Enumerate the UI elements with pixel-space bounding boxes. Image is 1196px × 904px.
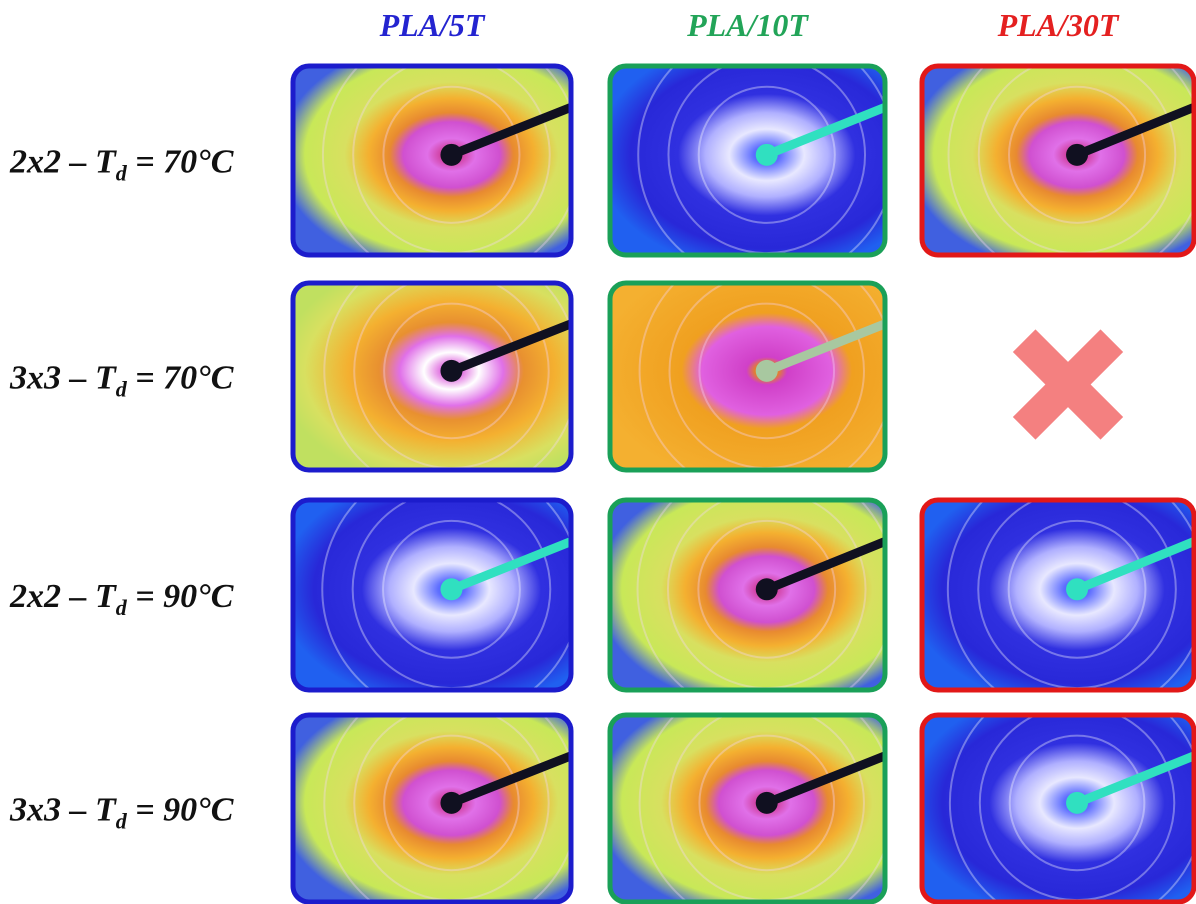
beamstop-center [756,578,778,600]
beamstop-center [440,144,462,166]
row-label: 2x2 – Td = 70°C [9,144,234,186]
label-main: 2x2 – T [9,578,117,615]
label-tail: = 90°C [127,792,234,829]
row-label: 3x3 – Td = 70°C [9,360,234,402]
body: {"columns": ["PLA/5T", "PLA/10T", "PLA/3… [0,0,1196,904]
row-label: 2x2 – Td = 90°C [9,578,234,620]
column-header: PLA/5T [379,7,486,43]
label-tail: = 70°C [127,144,234,181]
beamstop-center [1066,578,1088,600]
pattern-image [293,676,579,904]
label-main: 2x2 – T [9,144,117,181]
pattern-grid [293,26,1196,904]
label-main: 3x3 – T [9,792,117,829]
beamstop-center [756,792,778,814]
beamstop-center [440,792,462,814]
beamstop-center [1066,144,1088,166]
row-labels: 2x2 – Td = 70°C 3x3 – Td = 70°C 2x2 – Td =… [9,144,234,834]
page: WAXS patterns html, body { margin: 0; pa… [0,0,1196,904]
figure: PLA/5T PLA/10T PLA/30T 2x2 – Td = 70°C 3x3 … [0,0,1196,904]
column-headers: PLA/5T PLA/10T PLA/30T [379,7,1120,43]
missing-mark [980,297,1155,472]
pattern-image [610,676,894,904]
column-header: PLA/10T [686,7,809,43]
label-main: 3x3 – T [9,360,117,397]
label-tail: = 90°C [127,578,234,615]
label-tail: = 70°C [127,360,234,397]
beamstop-center [440,578,462,600]
row-label: 3x3 – Td = 90°C [9,792,234,834]
pattern-image [922,676,1196,904]
beamstop-center [1066,792,1088,814]
beamstop-center [756,144,778,166]
beamstop-center [440,360,462,382]
beamstop-center [756,360,778,382]
column-header: PLA/30T [997,7,1120,43]
